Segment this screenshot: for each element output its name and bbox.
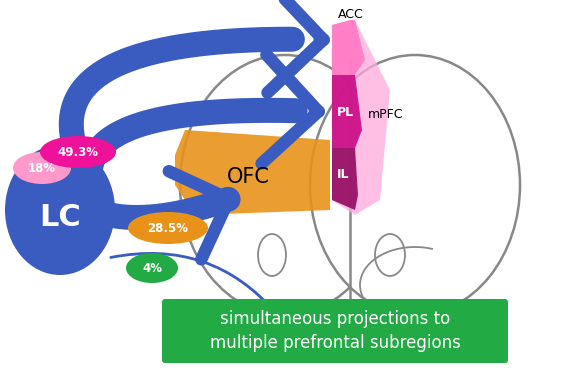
Text: PL: PL: [337, 106, 354, 118]
Text: IL: IL: [337, 169, 349, 181]
Text: mPFC: mPFC: [368, 109, 404, 121]
Text: 4%: 4%: [142, 262, 162, 275]
Ellipse shape: [310, 55, 520, 315]
Ellipse shape: [128, 212, 208, 244]
Text: 28.5%: 28.5%: [148, 222, 189, 234]
Polygon shape: [332, 20, 365, 75]
Polygon shape: [332, 148, 358, 210]
Text: 18%: 18%: [28, 162, 56, 174]
Text: LC: LC: [39, 204, 81, 233]
Ellipse shape: [258, 234, 286, 276]
Ellipse shape: [180, 55, 390, 315]
Ellipse shape: [126, 253, 178, 283]
Ellipse shape: [40, 136, 116, 168]
FancyBboxPatch shape: [162, 299, 508, 363]
Text: simultaneous projections to
multiple prefrontal subregions: simultaneous projections to multiple pre…: [210, 309, 461, 353]
Polygon shape: [175, 130, 330, 215]
Polygon shape: [332, 20, 390, 215]
Text: ACC: ACC: [338, 7, 364, 21]
Ellipse shape: [5, 145, 115, 275]
Ellipse shape: [375, 234, 405, 276]
Ellipse shape: [13, 152, 71, 184]
Text: OFC: OFC: [226, 167, 270, 187]
Text: 49.3%: 49.3%: [58, 145, 99, 159]
Polygon shape: [332, 75, 362, 148]
